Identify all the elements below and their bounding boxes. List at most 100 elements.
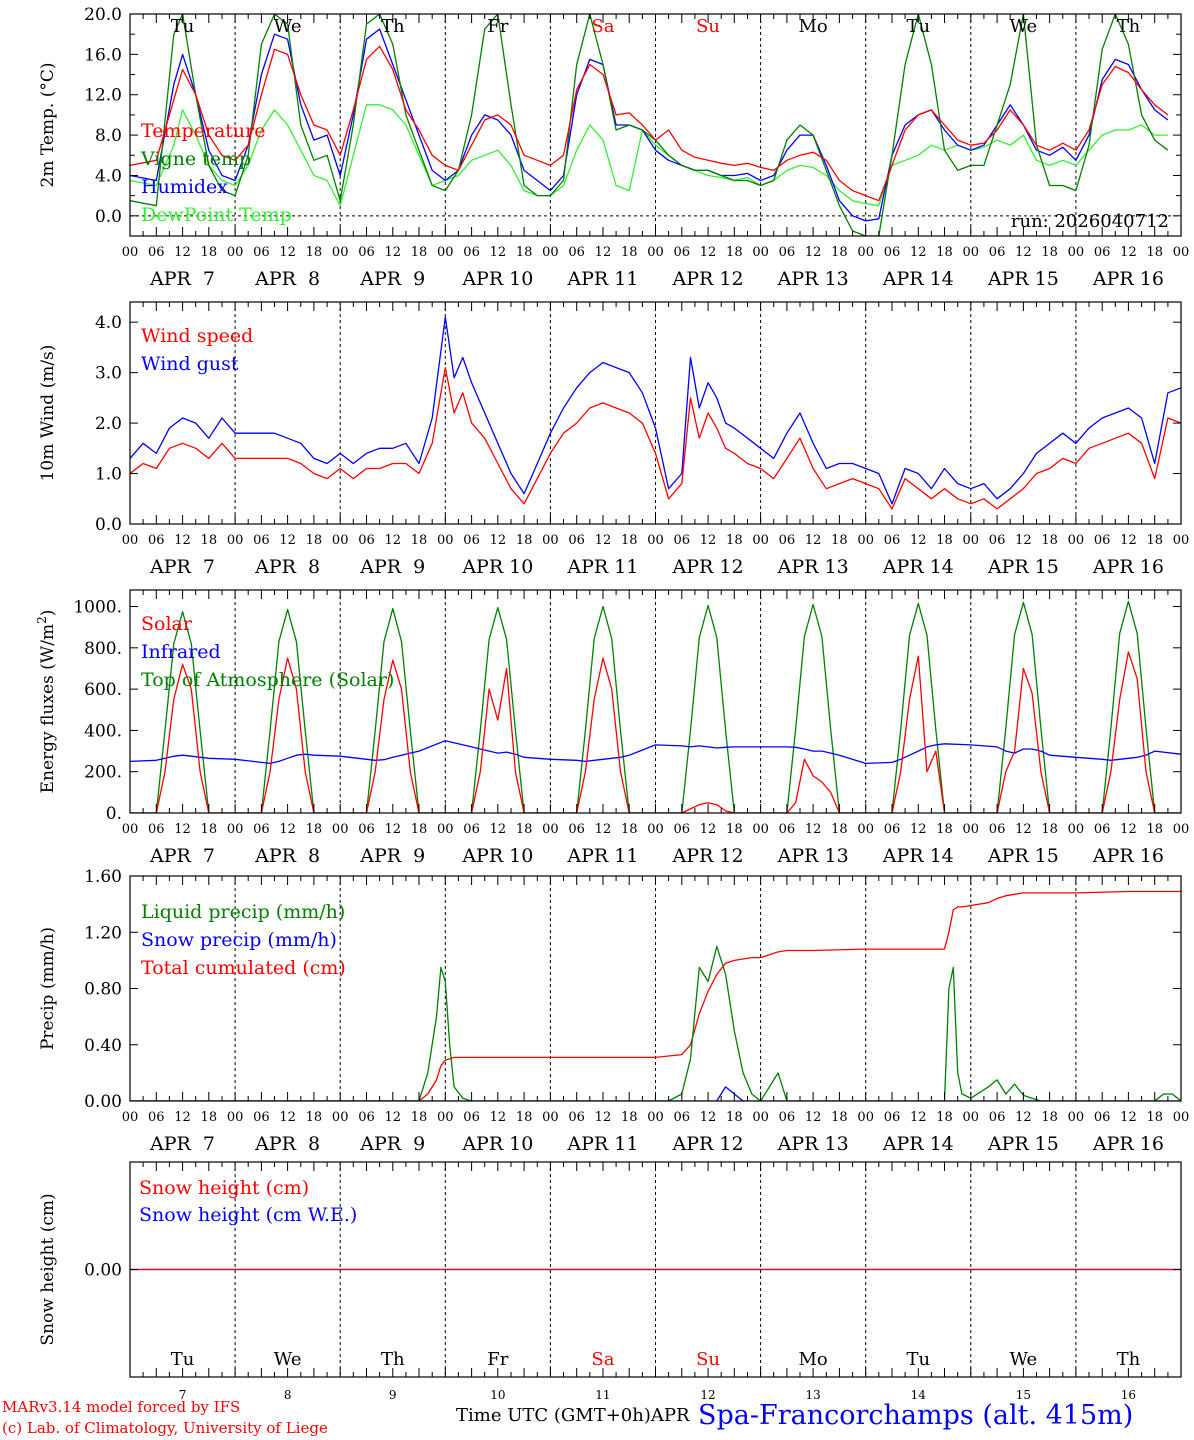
x-hour-label: 06	[779, 822, 796, 837]
x-day-label: APR 7	[149, 1133, 215, 1155]
legend-entry: Vigne temp	[140, 148, 251, 170]
x-hour-label: 12	[279, 1110, 296, 1125]
x-hour-label: 18	[936, 1110, 953, 1125]
x-axis-month: APR	[650, 1405, 690, 1426]
x-day-label: APR 10	[461, 1133, 533, 1155]
x-hour-label: 12	[490, 533, 507, 548]
x-hour-label: 00	[963, 1110, 980, 1125]
x-day-label: APR 15	[987, 268, 1059, 290]
x-hour-label: 00	[332, 245, 349, 260]
x-hour-label: 00	[437, 533, 454, 548]
x-hour-label: 00	[1068, 822, 1085, 837]
x-day-label: APR 15	[987, 556, 1059, 578]
x-hour-label: 12	[805, 1110, 822, 1125]
y-tick-label: 0.40	[84, 1036, 122, 1056]
x-day-label: APR 10	[461, 268, 533, 290]
x-ticks	[129, 302, 1182, 524]
x-day-label: APR 16	[1092, 1133, 1164, 1155]
x-hour-label: 18	[516, 1110, 533, 1125]
x-hour-label: 12	[279, 533, 296, 548]
x-hour-label: 18	[306, 533, 323, 548]
x-day-label: APR 13	[777, 1133, 849, 1155]
x-hour-label: 06	[253, 1110, 270, 1125]
series-group	[130, 600, 1181, 813]
x-hour-label: 18	[621, 1110, 638, 1125]
day-number: 15	[1016, 1388, 1031, 1402]
day-number: 10	[490, 1388, 505, 1402]
day-number: 16	[1121, 1388, 1136, 1402]
x-hour-label: 00	[857, 245, 874, 260]
x-hour-label: 06	[253, 822, 270, 837]
x-hour-label-final: 00	[1173, 1110, 1190, 1125]
panel-4: 0.00 0.40 0.80 1.20 1.60 Precip (mm/h) 00 06 12 1…	[38, 867, 1189, 1155]
x-day-label: APR 12	[672, 268, 744, 290]
y-tick-label: 600.	[84, 680, 122, 700]
x-hour-label: 12	[279, 245, 296, 260]
x-hour-label: 06	[1094, 822, 1111, 837]
panel-1: 0.0 4.0 8.0 12.0 16.0 20.0 2m Temp. (°C) 00 06 12…	[38, 5, 1189, 290]
y-axis-label: 2m Temp. (°C)	[38, 62, 58, 187]
x-hour-label: 06	[884, 1110, 901, 1125]
x-hour-label: 12	[490, 1110, 507, 1125]
x-hour-label: 00	[752, 822, 769, 837]
x-hour-label: 18	[831, 533, 848, 548]
x-hour-label: 00	[227, 533, 244, 548]
x-hour-label: 06	[463, 822, 480, 837]
x-hour-label: 18	[516, 822, 533, 837]
x-hour-label: 18	[1041, 1110, 1058, 1125]
x-hour-label: 00	[122, 822, 139, 837]
x-hour-label: 18	[306, 245, 323, 260]
x-hour-label: 06	[148, 1110, 165, 1125]
x-day-label: APR 10	[461, 556, 533, 578]
x-hour-label: 18	[831, 245, 848, 260]
x-hour-label: 12	[1015, 533, 1032, 548]
x-hour-label: 06	[1094, 245, 1111, 260]
x-hour-label: 06	[884, 822, 901, 837]
x-day-label: APR 8	[254, 268, 320, 290]
x-hour-label: 18	[411, 1110, 428, 1125]
x-hour-label: 00	[647, 1110, 664, 1125]
x-hour-label: 06	[674, 245, 691, 260]
x-day-label: APR 12	[672, 556, 744, 578]
y-tick-label: 1.0	[95, 465, 122, 485]
x-hour-label: 12	[595, 822, 612, 837]
x-hour-label: 06	[568, 1110, 585, 1125]
x-hour-label: 00	[437, 1110, 454, 1125]
x-hour-label: 18	[1146, 822, 1163, 837]
weekday-label-bottom: Tu	[171, 1349, 195, 1370]
y-tick-label: 4.0	[95, 313, 122, 333]
x-hour-label: 18	[1146, 1110, 1163, 1125]
y-tick-label: 2.0	[95, 414, 122, 434]
x-hour-label: 12	[174, 533, 191, 548]
x-hour-label: 18	[621, 822, 638, 837]
x-axis-title: Time UTC (GMT+0h)APR	[456, 1405, 690, 1426]
x-hour-label: 18	[1041, 533, 1058, 548]
day-number: 11	[595, 1388, 610, 1402]
day-number: 14	[911, 1388, 927, 1402]
y-tick-label: 1000.	[73, 598, 122, 618]
x-hour-label: 12	[490, 822, 507, 837]
x-hour-label: 18	[201, 1110, 218, 1125]
weekday-label-bottom: Th	[381, 1349, 405, 1370]
day-number: 9	[389, 1388, 397, 1402]
x-day-label: APR 14	[882, 845, 954, 867]
x-hour-label: 18	[936, 822, 953, 837]
x-hour-label: 12	[805, 822, 822, 837]
x-hour-label: 00	[752, 1110, 769, 1125]
x-hour-label: 12	[1015, 245, 1032, 260]
x-hour-label: 18	[306, 822, 323, 837]
weekday-label: Tu	[171, 16, 195, 37]
x-hour-label: 12	[174, 1110, 191, 1125]
series-total-cumulated-cm	[130, 890, 1181, 1101]
x-hour-label: 00	[437, 245, 454, 260]
x-hour-label: 18	[1146, 533, 1163, 548]
x-hour-label: 12	[595, 533, 612, 548]
x-hour-label: 00	[542, 245, 559, 260]
series-wind-gust	[130, 316, 1181, 505]
y-tick-label: 0.00	[84, 1261, 122, 1281]
x-day-label: APR 9	[359, 556, 425, 578]
x-hour-label: 18	[411, 533, 428, 548]
y-tick-label: 16.0	[84, 45, 122, 65]
x-hour-label: 12	[1120, 1110, 1137, 1125]
legend-entry: Humidex	[141, 176, 228, 198]
